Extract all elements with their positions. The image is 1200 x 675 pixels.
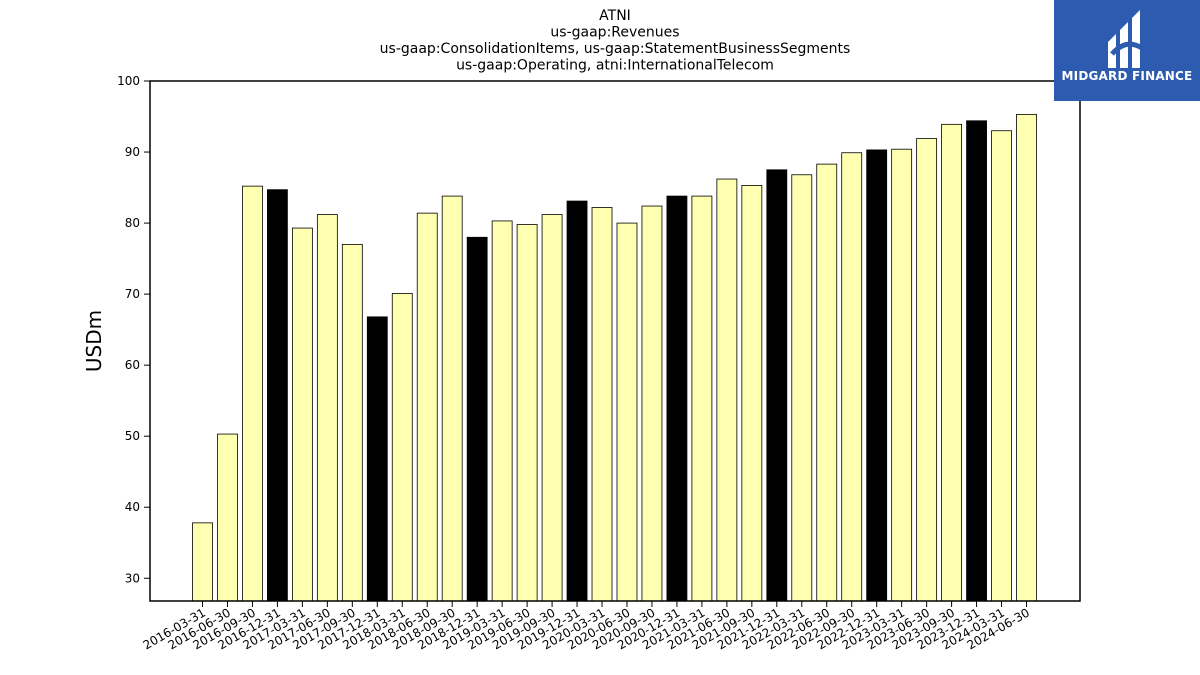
- y-tick-label: 90: [125, 145, 140, 159]
- y-axis-label: USDm: [82, 310, 106, 372]
- y-tick-label: 50: [125, 429, 140, 443]
- logo-text: MIDGARD FINANCE: [1061, 69, 1193, 83]
- y-tick-label: 60: [125, 358, 140, 372]
- bar: [766, 169, 788, 602]
- logo-mark-icon: [1108, 10, 1144, 68]
- bar: [416, 212, 438, 602]
- bar: [242, 185, 263, 602]
- bar: [691, 195, 713, 602]
- bar: [841, 152, 863, 602]
- bar: [991, 130, 1012, 602]
- bar: [217, 433, 238, 602]
- bar: [591, 207, 613, 602]
- bar: [816, 163, 838, 602]
- y-tick-label: 30: [125, 571, 140, 585]
- bar: [966, 120, 987, 602]
- bar: [267, 189, 288, 602]
- bars: [192, 113, 1037, 602]
- bar: [192, 522, 213, 602]
- bar: [491, 220, 513, 602]
- bar: [666, 195, 688, 602]
- bar: [391, 293, 413, 602]
- bar: [341, 243, 363, 602]
- title-line: us-gaap:Revenues: [550, 25, 679, 41]
- title-line: us-gaap:Operating, atni:InternationalTel…: [456, 58, 774, 74]
- bar: [516, 224, 538, 602]
- bar: [566, 200, 588, 602]
- title-line: ATNI: [599, 8, 631, 24]
- bar: [441, 195, 463, 602]
- bar: [716, 178, 738, 602]
- y-axis: 30 40 50 60 70 80 90 100: [117, 74, 150, 585]
- plot-frame: [149, 80, 1081, 602]
- bar: [791, 174, 813, 602]
- y-tick-label: 80: [125, 216, 140, 230]
- bar: [291, 227, 313, 602]
- bar: [741, 185, 763, 602]
- x-axis: 2016-03-312016-06-302016-09-302016-12-31…: [141, 601, 1032, 652]
- bar: [641, 205, 663, 602]
- bar: [891, 148, 913, 602]
- bar: [366, 316, 388, 602]
- bar: [941, 123, 962, 602]
- y-tick-label: 70: [125, 287, 140, 301]
- bar: [616, 222, 638, 602]
- bar: [916, 138, 938, 602]
- midgard-finance-logo: MIDGARD FINANCE: [1054, 0, 1200, 101]
- bar: [541, 214, 563, 602]
- bar: [316, 214, 338, 602]
- y-tick-label: 100: [117, 74, 140, 88]
- bar: [466, 236, 488, 602]
- bar: [1016, 113, 1037, 602]
- y-tick-label: 40: [125, 500, 140, 514]
- title-line: us-gaap:ConsolidationItems, us-gaap:Stat…: [380, 41, 851, 57]
- bar: [866, 149, 888, 602]
- chart-title: ATNIus-gaap:Revenuesus-gaap:Consolidatio…: [380, 8, 851, 74]
